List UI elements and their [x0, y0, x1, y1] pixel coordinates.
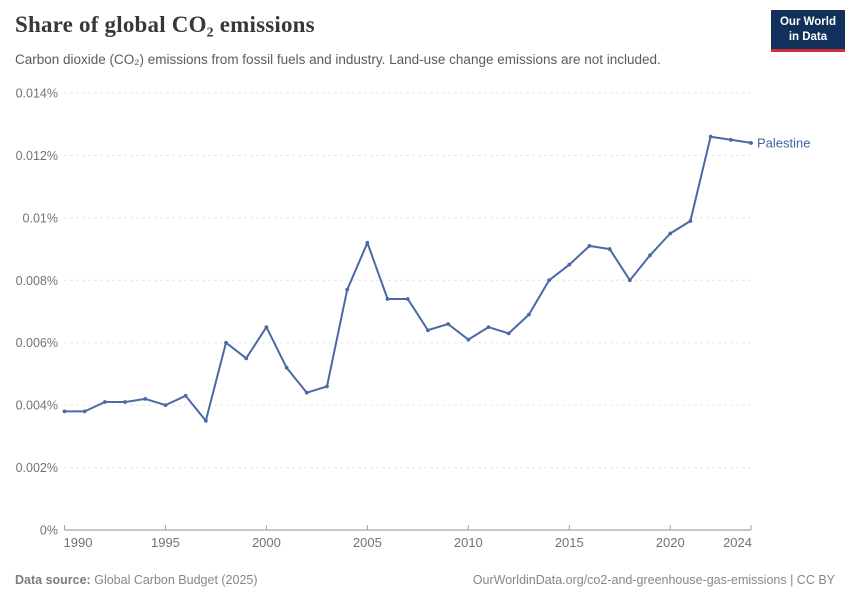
data-point[interactable] — [446, 322, 451, 326]
data-point[interactable] — [325, 384, 329, 389]
data-source-label: Data source: — [15, 573, 91, 587]
data-point[interactable] — [82, 409, 87, 414]
data-point[interactable] — [62, 409, 67, 414]
data-point[interactable] — [506, 331, 511, 336]
data-point[interactable] — [749, 141, 753, 145]
data-point[interactable] — [385, 297, 390, 301]
data-point[interactable] — [668, 231, 673, 236]
chart-subtitle: Carbon dioxide (CO₂) emissions from foss… — [15, 52, 661, 67]
line-chart-svg[interactable]: 0% 0.002% 0.004% 0.006% 0.008% 0.01% 0.012% 0.0… — [0, 80, 850, 555]
data-point[interactable] — [284, 365, 289, 370]
data-point[interactable] — [648, 253, 652, 258]
data-point[interactable] — [244, 356, 249, 361]
owid-url-link[interactable]: OurWorldinData.org/co2-and-greenhouse-ga… — [472, 573, 835, 587]
data-point[interactable] — [143, 397, 148, 401]
entity-label[interactable]: Palestine — [757, 135, 810, 150]
x-axis-tick-label: 2020 — [656, 535, 685, 550]
x-axis-tick-label: 2024 — [723, 535, 752, 550]
owid-logo[interactable]: Our World in Data — [770, 10, 845, 52]
y-axis-tick-label: 0.008% — [16, 274, 58, 288]
data-point[interactable] — [607, 247, 612, 251]
y-axis-tick-label: 0% — [40, 524, 58, 538]
data-point[interactable] — [183, 393, 188, 398]
owid-logo-line1: Our World — [779, 16, 836, 28]
x-axis-tick-label: 2015 — [555, 535, 584, 550]
data-point[interactable] — [304, 390, 309, 395]
y-axis-tick-label: 0.012% — [16, 149, 58, 163]
data-point[interactable] — [123, 400, 127, 404]
data-source: Data source: Global Carbon Budget (2025) — [15, 573, 258, 587]
data-point[interactable] — [426, 328, 430, 333]
x-axis-tick-label: 1995 — [151, 535, 180, 550]
y-axis-tick-label: 0.002% — [16, 461, 58, 475]
data-point[interactable] — [163, 403, 168, 408]
y-axis-tick-label: 0.01% — [23, 211, 58, 225]
x-axis-tick-label: 2005 — [353, 535, 382, 550]
data-point[interactable] — [728, 137, 733, 142]
data-point[interactable] — [345, 287, 350, 292]
y-axis-tick-label: 0.006% — [16, 336, 58, 350]
data-point[interactable] — [688, 219, 693, 223]
data-point[interactable] — [587, 244, 592, 248]
data-point[interactable] — [102, 400, 107, 404]
y-axis-tick-label: 0.014% — [16, 87, 58, 101]
data-point[interactable] — [365, 240, 370, 245]
data-point[interactable] — [224, 340, 228, 345]
chart-title: Share of global CO₂ emissions — [15, 12, 315, 37]
data-point[interactable] — [627, 278, 632, 283]
data-point[interactable] — [708, 134, 713, 139]
data-source-link[interactable]: Global Carbon Budget (2025) — [94, 573, 258, 587]
data-point[interactable] — [547, 278, 551, 283]
data-point[interactable] — [203, 418, 208, 423]
chart-footer: Data source: Global Carbon Budget (2025)… — [15, 573, 835, 587]
y-axis-tick-label: 0.004% — [16, 399, 58, 413]
data-point[interactable] — [405, 297, 410, 301]
data-line[interactable] — [63, 135, 752, 422]
x-axis-tick-label: 1990 — [64, 535, 93, 550]
data-point[interactable] — [264, 325, 269, 330]
x-axis-tick-label: 2000 — [252, 535, 281, 550]
data-point[interactable] — [526, 312, 531, 317]
owid-logo-line2: in Data — [788, 30, 828, 43]
data-point[interactable] — [567, 262, 572, 267]
data-point[interactable] — [466, 337, 471, 342]
x-axis-tick-label: 2010 — [454, 535, 483, 550]
data-point[interactable] — [486, 325, 491, 330]
